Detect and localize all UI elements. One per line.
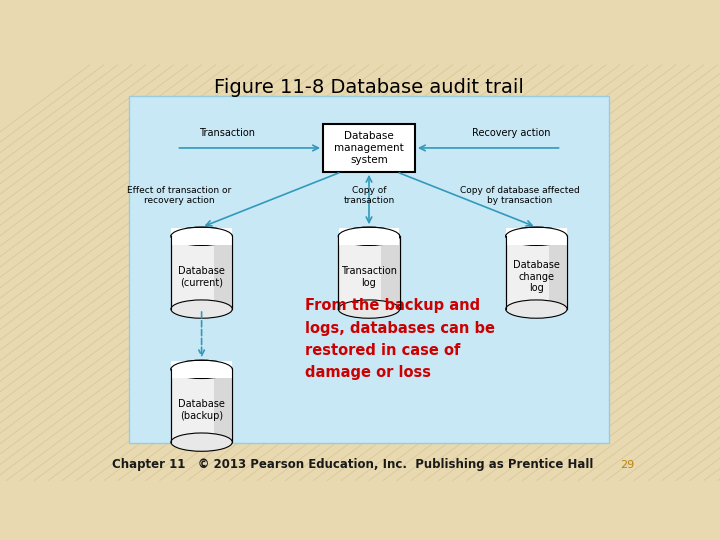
Bar bbox=[214, 369, 233, 442]
Bar bbox=[171, 227, 232, 245]
Bar bbox=[505, 237, 567, 309]
Text: Effect of transaction or
recovery action: Effect of transaction or recovery action bbox=[127, 186, 231, 206]
Text: 29: 29 bbox=[620, 460, 634, 470]
Text: Recovery action: Recovery action bbox=[472, 129, 551, 138]
Bar bbox=[171, 237, 233, 309]
Ellipse shape bbox=[505, 227, 567, 246]
Text: Copy of
transaction: Copy of transaction bbox=[343, 186, 395, 206]
Ellipse shape bbox=[171, 300, 233, 318]
Bar bbox=[382, 237, 400, 309]
Bar bbox=[549, 237, 567, 309]
Bar bbox=[323, 124, 415, 172]
Bar bbox=[171, 361, 232, 378]
Ellipse shape bbox=[171, 360, 233, 379]
Text: Database
management
system: Database management system bbox=[334, 131, 404, 165]
Text: Database
(current): Database (current) bbox=[178, 266, 225, 288]
Bar bbox=[339, 227, 399, 245]
Text: Database
change
log: Database change log bbox=[513, 260, 560, 293]
Bar bbox=[506, 227, 567, 245]
Ellipse shape bbox=[338, 227, 400, 246]
Text: Figure 11-8 Database audit trail: Figure 11-8 Database audit trail bbox=[214, 78, 524, 97]
Bar bbox=[338, 237, 400, 309]
Ellipse shape bbox=[171, 433, 233, 451]
FancyBboxPatch shape bbox=[129, 96, 609, 443]
Ellipse shape bbox=[505, 300, 567, 318]
Bar bbox=[214, 237, 233, 309]
Ellipse shape bbox=[338, 300, 400, 318]
Text: Chapter 11   © 2013 Pearson Education, Inc.  Publishing as Prentice Hall: Chapter 11 © 2013 Pearson Education, Inc… bbox=[112, 458, 594, 471]
Text: Database
(backup): Database (backup) bbox=[178, 399, 225, 421]
Text: Transaction
log: Transaction log bbox=[341, 266, 397, 288]
Text: Transaction: Transaction bbox=[199, 129, 255, 138]
Bar bbox=[171, 369, 233, 442]
Text: Copy of database affected
by transaction: Copy of database affected by transaction bbox=[460, 186, 580, 206]
Text: From the backup and
logs, databases can be
restored in case of
damage or loss: From the backup and logs, databases can … bbox=[305, 299, 495, 380]
Ellipse shape bbox=[171, 227, 233, 246]
